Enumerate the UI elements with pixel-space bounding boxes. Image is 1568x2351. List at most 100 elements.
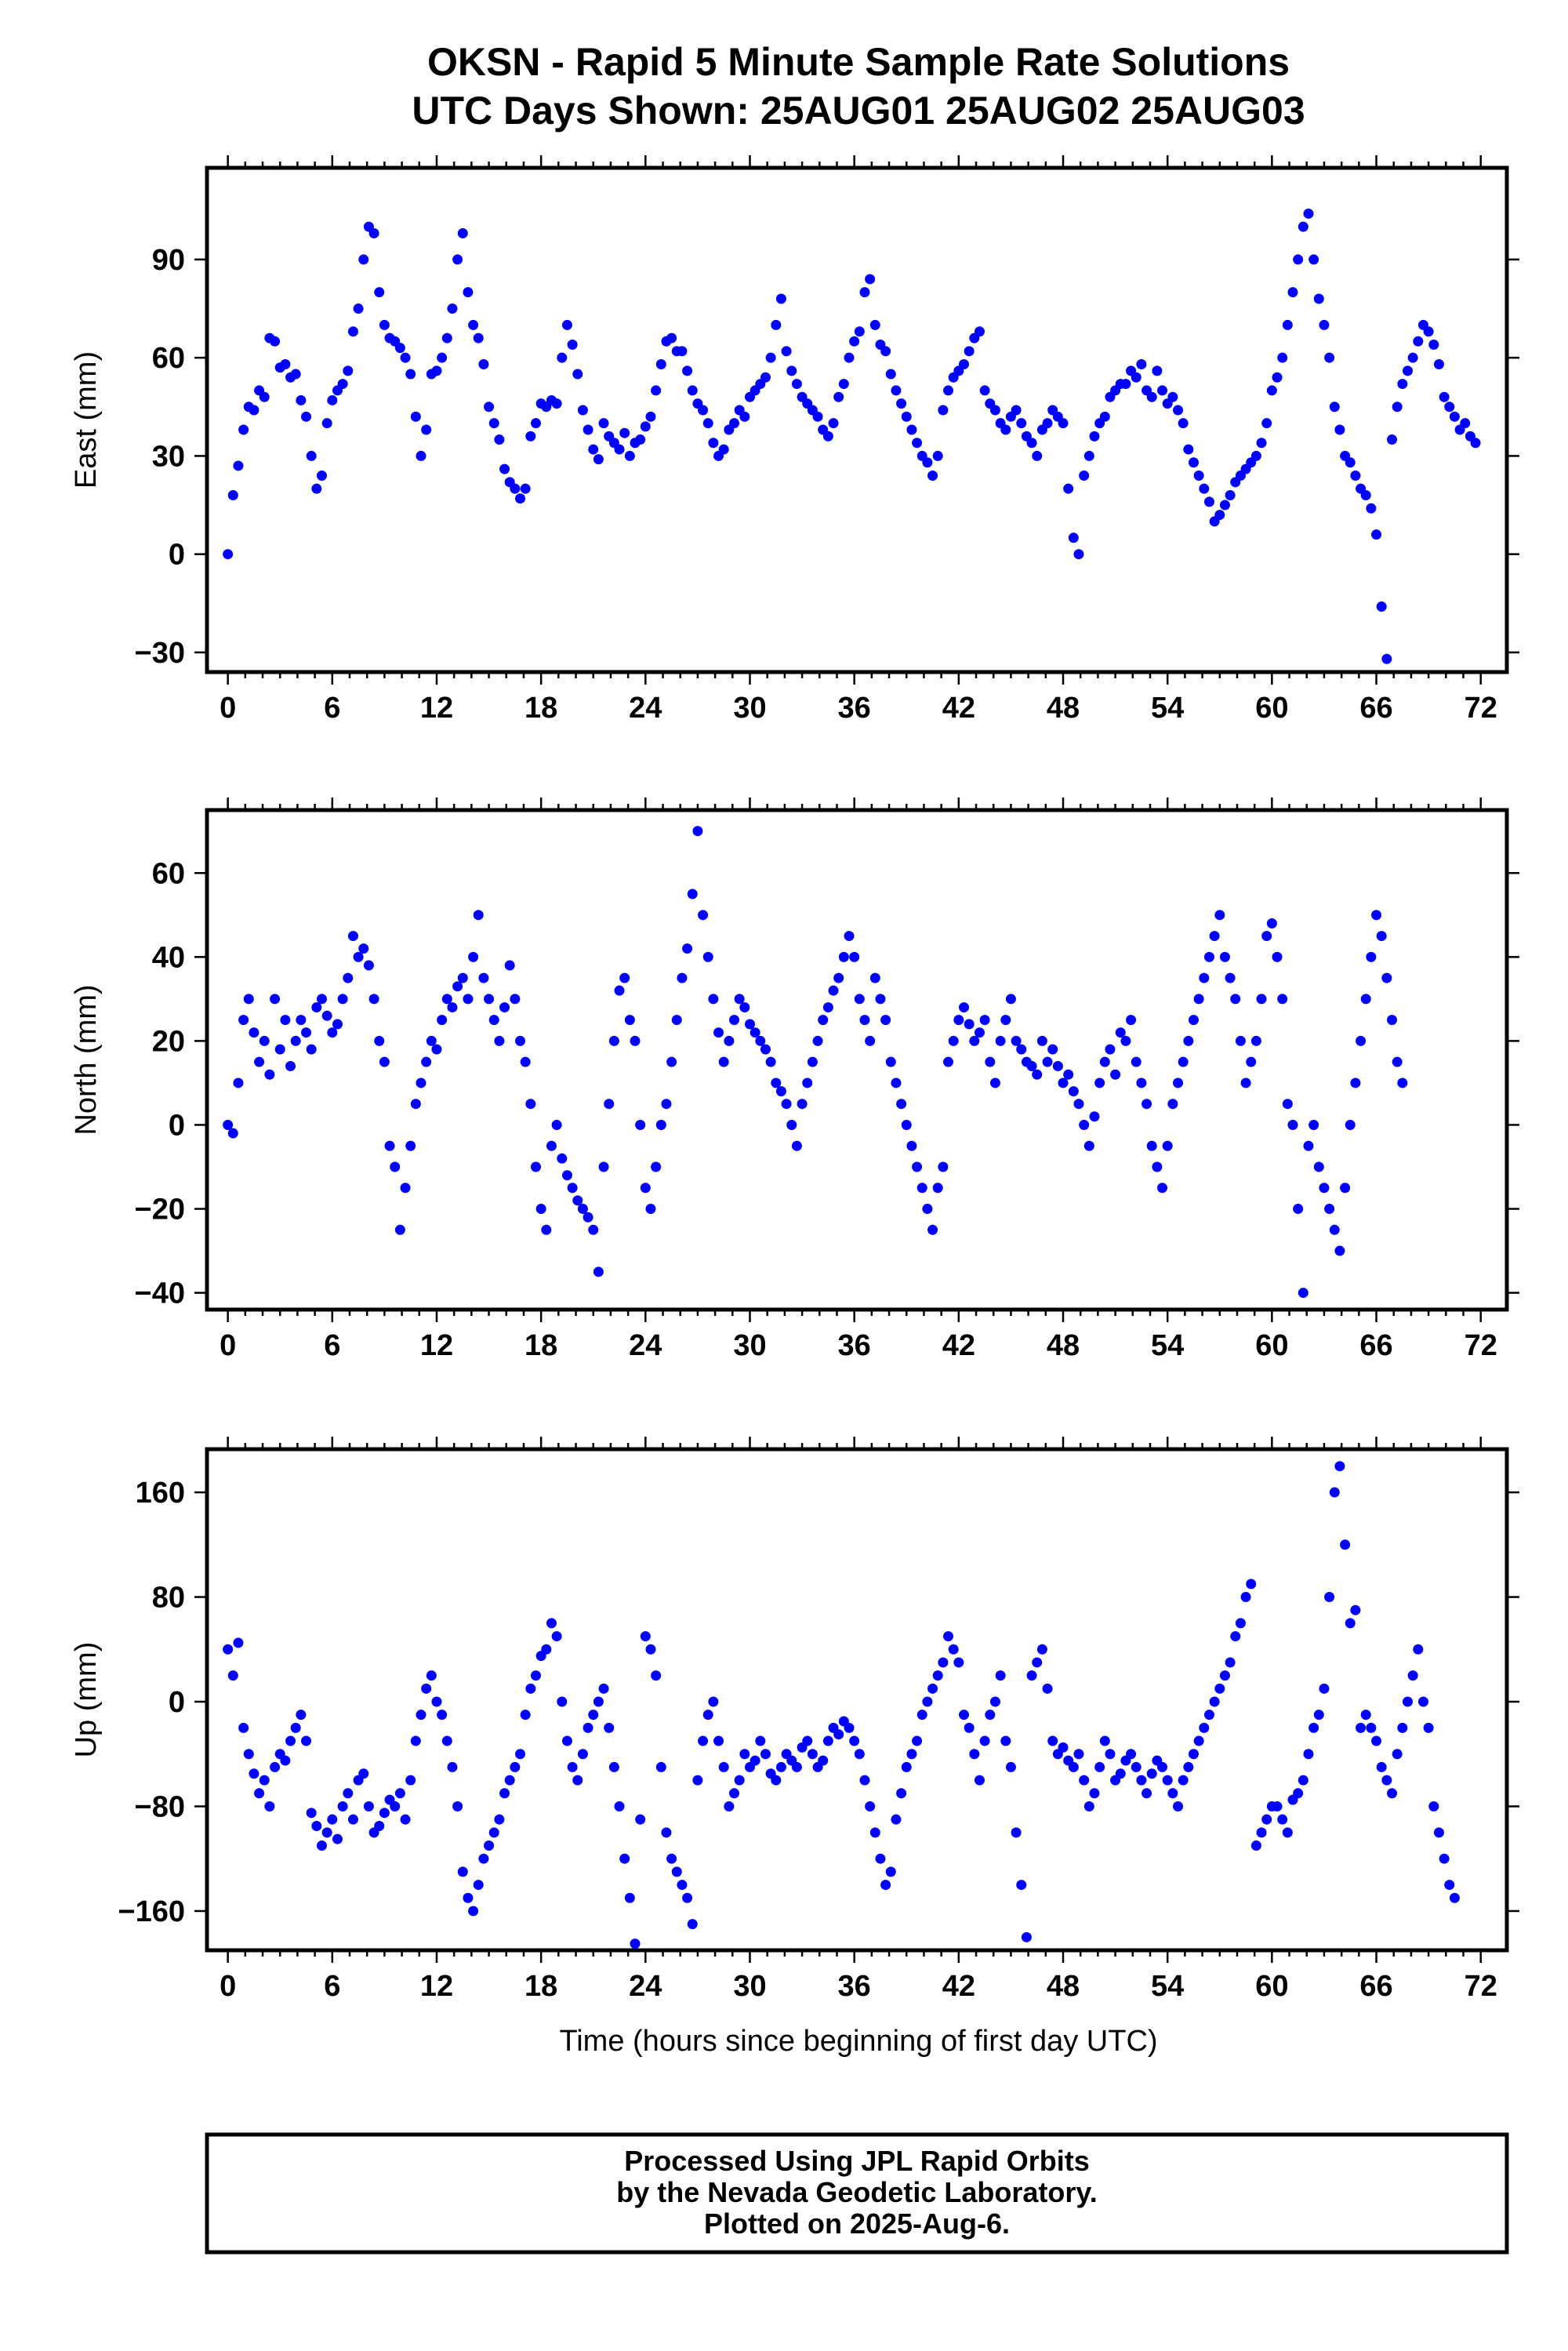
up-data-point bbox=[1214, 1683, 1225, 1694]
north-data-point bbox=[869, 972, 880, 983]
up-data-point bbox=[922, 1696, 933, 1707]
up-data-point bbox=[223, 1644, 234, 1655]
up-data-point bbox=[488, 1827, 499, 1838]
north-data-point bbox=[1188, 1015, 1199, 1026]
east-data-point bbox=[1470, 438, 1481, 449]
north-data-point bbox=[1157, 1183, 1168, 1194]
up-data-point bbox=[530, 1670, 541, 1681]
north-data-point bbox=[619, 972, 630, 983]
east-data-point bbox=[645, 411, 656, 422]
x-axis-label: Time (hours since beginning of first day… bbox=[559, 2025, 1157, 2058]
north-data-point bbox=[655, 1119, 666, 1130]
up-ytick-label: 160 bbox=[136, 1477, 185, 1510]
east-panel: 0 6 12 18 24 30 36 42 48 54 60 66 72 −30 0 30 60 90 East (… bbox=[70, 155, 1519, 725]
east-xtick-label: 66 bbox=[1359, 692, 1392, 725]
east-data-point bbox=[682, 365, 693, 376]
east-xtick-label: 36 bbox=[838, 692, 871, 725]
up-data-point bbox=[1188, 1749, 1199, 1760]
north-data-point bbox=[1203, 951, 1214, 962]
up-data-point bbox=[306, 1808, 317, 1819]
north-data-point bbox=[1036, 1035, 1047, 1046]
north-data-point bbox=[1052, 1061, 1063, 1072]
up-data-point bbox=[400, 1814, 411, 1825]
north-data-point bbox=[786, 1119, 797, 1130]
east-data-point bbox=[478, 359, 489, 370]
up-data-point bbox=[280, 1755, 291, 1766]
up-data-point bbox=[327, 1814, 338, 1825]
north-data-point bbox=[1068, 1086, 1079, 1097]
north-data-point bbox=[394, 1224, 405, 1235]
up-data-point bbox=[734, 1775, 745, 1786]
north-data-point bbox=[1214, 910, 1225, 921]
east-data-point bbox=[1058, 418, 1069, 429]
up-data-point bbox=[938, 1657, 949, 1668]
east-data-point bbox=[1371, 529, 1382, 540]
up-data-point bbox=[1173, 1800, 1184, 1811]
title-line-2: UTC Days Shown: 25AUG01 25AUG02 25AUG03 bbox=[412, 89, 1305, 133]
east-data-point bbox=[463, 287, 474, 298]
north-data-point bbox=[416, 1077, 426, 1088]
up-data-point bbox=[1293, 1788, 1304, 1799]
east-data-point bbox=[786, 365, 797, 376]
up-data-point bbox=[520, 1710, 531, 1721]
north-data-point bbox=[1392, 1056, 1403, 1067]
north-data-point bbox=[734, 994, 745, 1005]
north-xtick-label: 6 bbox=[324, 1329, 340, 1362]
north-data-point bbox=[896, 1099, 907, 1110]
north-data-point bbox=[541, 1224, 552, 1235]
east-data-point bbox=[1183, 444, 1194, 455]
east-data-point bbox=[296, 394, 307, 405]
north-data-point bbox=[561, 1170, 572, 1181]
north-data-point bbox=[901, 1119, 912, 1130]
up-data-point bbox=[494, 1814, 505, 1825]
east-data-point bbox=[922, 457, 933, 468]
up-data-point bbox=[1444, 1880, 1455, 1891]
north-data-point bbox=[535, 1204, 546, 1215]
up-data-point bbox=[1350, 1604, 1361, 1615]
up-data-point bbox=[979, 1735, 990, 1746]
east-data-point bbox=[869, 319, 880, 330]
north-data-point bbox=[1350, 1077, 1361, 1088]
up-data-point bbox=[1282, 1827, 1293, 1838]
up-xtick-label: 12 bbox=[420, 1970, 453, 2003]
north-data-point bbox=[421, 1056, 432, 1067]
east-data-point bbox=[1026, 438, 1037, 449]
north-data-point bbox=[775, 1086, 786, 1097]
east-data-point bbox=[1319, 319, 1330, 330]
east-data-point bbox=[358, 254, 369, 265]
north-data-point bbox=[661, 1099, 672, 1110]
up-data-point bbox=[1423, 1722, 1434, 1733]
east-data-point bbox=[280, 359, 291, 370]
north-data-point bbox=[854, 994, 865, 1005]
up-data-point bbox=[227, 1670, 238, 1681]
north-xtick-label: 36 bbox=[838, 1329, 871, 1362]
north-data-point bbox=[274, 1044, 285, 1055]
east-data-point bbox=[854, 326, 865, 337]
up-data-point bbox=[1083, 1800, 1094, 1811]
east-data-point bbox=[964, 346, 975, 357]
up-data-point bbox=[640, 1631, 651, 1642]
north-data-point bbox=[692, 826, 703, 837]
east-data-point bbox=[457, 228, 468, 239]
north-data-point bbox=[546, 1140, 557, 1151]
north-data-point bbox=[473, 910, 484, 921]
up-data-point bbox=[593, 1696, 604, 1707]
north-data-point bbox=[822, 1002, 833, 1013]
north-data-point bbox=[504, 960, 515, 971]
east-data-point bbox=[510, 483, 521, 494]
east-data-point bbox=[859, 287, 870, 298]
east-data-point bbox=[822, 431, 833, 441]
east-data-point bbox=[959, 359, 970, 370]
north-data-point bbox=[1397, 1077, 1408, 1088]
east-data-point bbox=[327, 394, 338, 405]
east-data-point bbox=[270, 336, 281, 347]
north-data-point bbox=[499, 1002, 510, 1013]
up-data-point bbox=[598, 1683, 609, 1694]
east-data-point bbox=[1282, 319, 1293, 330]
east-data-point bbox=[1293, 254, 1304, 265]
up-data-point bbox=[969, 1749, 980, 1760]
north-data-point bbox=[1266, 918, 1277, 929]
north-points bbox=[223, 826, 1408, 1299]
east-data-point bbox=[614, 444, 625, 455]
up-data-point bbox=[849, 1735, 860, 1746]
